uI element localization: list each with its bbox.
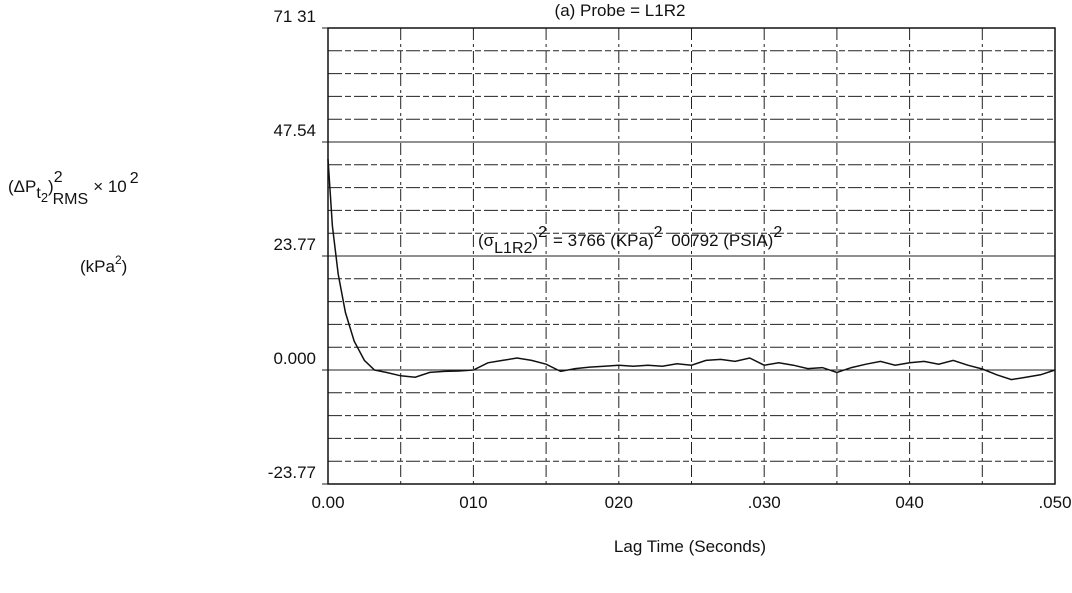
y-tick-label: -23.77	[268, 463, 316, 482]
annotation-sup: 2	[538, 224, 547, 241]
annotation-sub: L1R2	[494, 240, 532, 257]
y-axis-unit: (kPa2)	[80, 253, 127, 276]
annotation-part: = 3766 (KPa)	[553, 231, 654, 250]
x-tick-label: 0.00	[311, 493, 344, 512]
annotation-part: )	[532, 231, 538, 250]
y-label-sub: t	[36, 185, 41, 202]
y-label-sup: 2	[54, 169, 63, 186]
annotation-part: (σ	[478, 231, 495, 250]
annotation: (σL1R2)2 = 3766 (KPa)2 00792 (PSIA)2	[478, 224, 782, 257]
y-label-part: × 10	[93, 177, 127, 196]
y-tick-label: 47.54	[273, 121, 316, 140]
y-tick-label: 0.000	[273, 349, 316, 368]
y-unit-part: )	[122, 257, 128, 276]
y-tick-label: 23.77	[273, 235, 316, 254]
y-unit-sup: 2	[115, 253, 122, 267]
x-tick-label: 010	[459, 493, 487, 512]
annotation-sup: 2	[654, 224, 663, 241]
annotation-sup: 2	[773, 224, 782, 241]
x-tick-label: 020	[605, 493, 633, 512]
plot-frame	[327, 27, 1056, 485]
y-axis-label: (ΔPt2)2 RMS× 10 2	[8, 169, 139, 208]
y-label-part: (ΔP	[8, 177, 36, 196]
y-tick-label: 71 31	[273, 7, 316, 26]
annotation-part: 00792 (PSIA)	[667, 231, 774, 250]
y-unit-part: (kPa	[80, 257, 116, 276]
x-axis-label: Lag Time (Seconds)	[614, 537, 766, 556]
y-label-sub: RMS	[53, 191, 89, 208]
x-tick-label: 040	[895, 493, 923, 512]
y-label-sup: 2	[130, 170, 139, 187]
x-tick-label: .030	[748, 493, 781, 512]
y-label-sub: 2	[41, 190, 48, 205]
chart-title: (a) Probe = L1R2	[555, 1, 686, 20]
y-label-part: )	[48, 177, 54, 196]
x-tick-label: .050	[1038, 493, 1071, 512]
data-line	[327, 158, 1056, 381]
